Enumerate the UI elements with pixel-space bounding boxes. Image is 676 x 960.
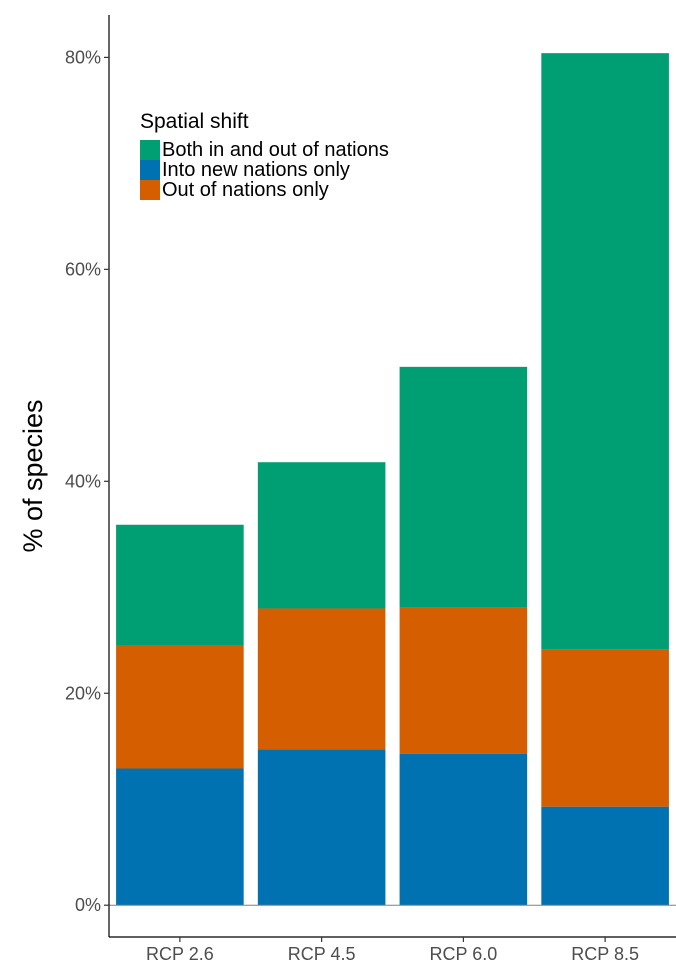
x-tick-label: RCP 6.0 [430, 944, 498, 960]
legend-swatch [140, 160, 160, 180]
bar-segment [541, 806, 669, 906]
y-tick-label: 20% [65, 683, 101, 703]
legend-title: Spatial shift [140, 110, 249, 133]
bar-segment [399, 753, 528, 906]
y-tick-label: 40% [65, 471, 101, 491]
x-tick-label: RCP 8.5 [571, 944, 639, 960]
bar-segment [541, 53, 669, 650]
bars-layer [116, 53, 669, 906]
y-axis-ticks: 0% 20% 40% 60% 80% [65, 47, 109, 915]
legend-label: Both in and out of nations [162, 139, 389, 161]
legend-swatch [140, 140, 160, 160]
legend-label: Out of nations only [162, 179, 329, 201]
bar-segment [257, 749, 386, 906]
bar-segment [116, 524, 244, 646]
x-axis-ticks: RCP 2.6 RCP 4.5 RCP 6.0 RCP 8.5 [146, 937, 639, 960]
legend: Spatial shift Both in and out of nations… [140, 110, 389, 201]
x-tick-label: RCP 4.5 [288, 944, 356, 960]
bar-segment [257, 462, 386, 609]
y-axis-title: % of species [18, 399, 48, 552]
y-tick-label: 0% [75, 895, 101, 915]
bar-segment [116, 645, 244, 769]
bar-segment [257, 608, 386, 750]
legend-label: Into new nations only [162, 159, 350, 181]
y-tick-label: 80% [65, 47, 101, 67]
x-tick-label: RCP 2.6 [146, 944, 214, 960]
bar-segment [116, 768, 244, 906]
bar-segment [399, 607, 528, 754]
legend-swatch [140, 180, 160, 200]
bar-segment [399, 366, 528, 608]
bar-segment [541, 649, 669, 807]
y-tick-label: 60% [65, 259, 101, 279]
